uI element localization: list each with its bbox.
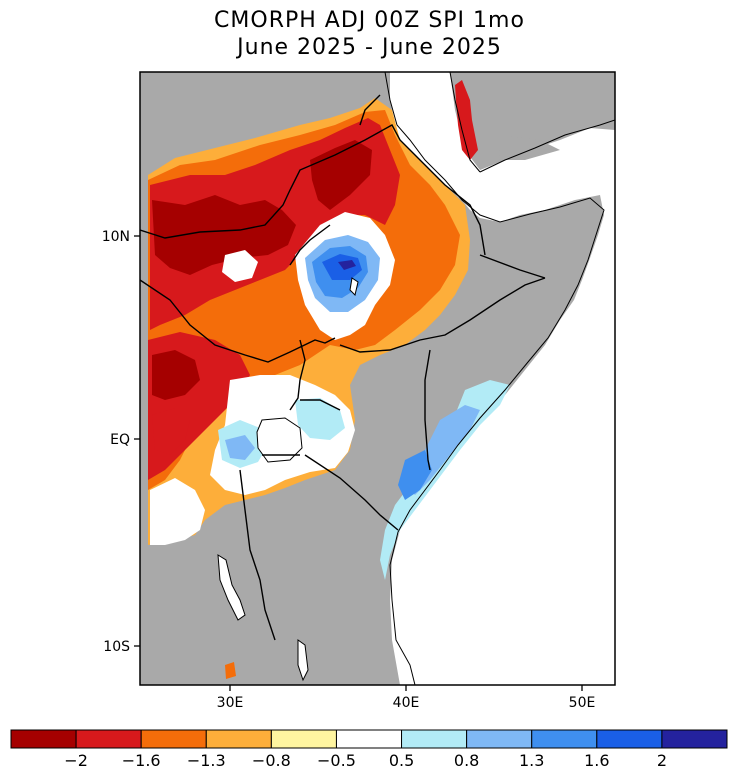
- colorbar-label: −1.3: [187, 751, 226, 770]
- colorbar-label: 1.6: [584, 751, 609, 770]
- colorbar-label: 1.3: [519, 751, 544, 770]
- colorbar: −2 −1.6 −1.3 −0.8 −0.5 0.5 0.8 1.3 1.6 2: [10, 729, 728, 770]
- map-area: [140, 72, 615, 685]
- colorbar-swatch: [661, 729, 728, 749]
- colorbar-swatch: [466, 729, 533, 749]
- colorbar-swatch: [270, 729, 337, 749]
- map-frame: [139, 71, 616, 686]
- colorbar-swatch: [531, 729, 598, 749]
- lon-tick-label: 50E: [569, 695, 596, 711]
- colorbar-swatch: [75, 729, 142, 749]
- lakes: [217, 277, 359, 682]
- lat-tick-label: EQ: [110, 432, 130, 448]
- colorbar-swatch: [335, 729, 403, 749]
- colorbar-label: 2: [657, 751, 667, 770]
- colorbar-swatch: [205, 729, 272, 749]
- latitude-axis: 10N EQ 10S: [102, 229, 140, 655]
- lat-tick-label: 10N: [102, 229, 130, 245]
- colorbar-label: 0.5: [389, 751, 414, 770]
- colorbar-label: −2: [64, 751, 88, 770]
- colorbar-label: −0.8: [252, 751, 291, 770]
- colorbar-label: −1.6: [122, 751, 161, 770]
- coastline: [384, 72, 615, 685]
- spi-field: [148, 80, 510, 679]
- colorbar-swatch: [401, 729, 468, 749]
- country-borders: [140, 94, 546, 641]
- colorbar-swatch: [596, 729, 663, 749]
- lon-tick-label: 30E: [217, 695, 244, 711]
- colorbar-swatch: [140, 729, 207, 749]
- colorbar-label: −0.5: [317, 751, 356, 770]
- map-title: CMORPH ADJ 00Z SPI 1mo: [214, 8, 525, 33]
- lat-tick-label: 10S: [103, 639, 130, 655]
- longitude-axis: 30E 40E 50E: [217, 685, 596, 711]
- colorbar-swatch: [10, 729, 77, 749]
- colorbar-label: 0.8: [454, 751, 479, 770]
- lon-tick-label: 40E: [393, 695, 420, 711]
- map-subtitle: June 2025 - June 2025: [237, 35, 502, 60]
